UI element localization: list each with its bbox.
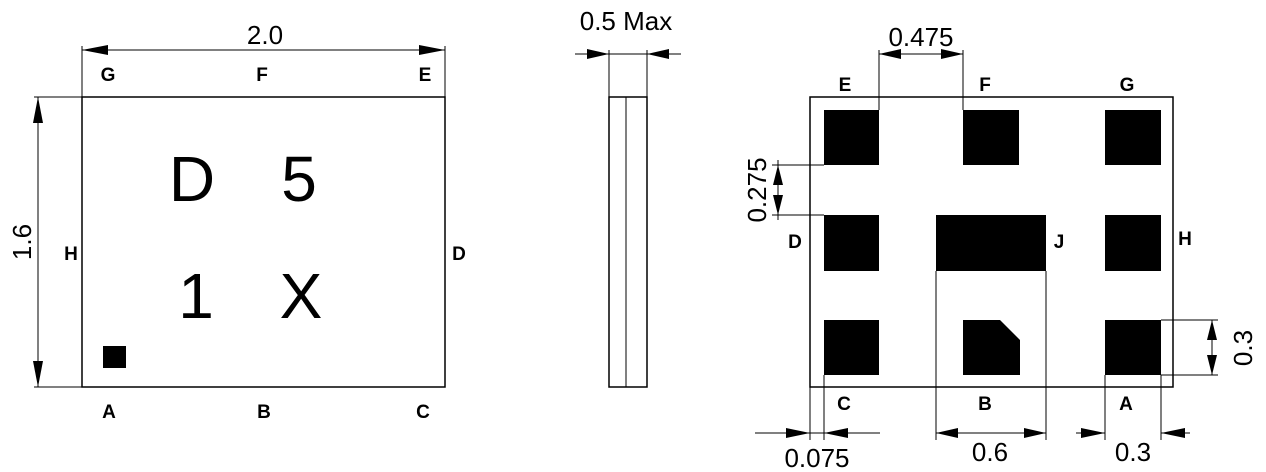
pad-e xyxy=(824,110,879,165)
width-dimension: 2.0 xyxy=(81,20,446,97)
fp-pin-label-g: G xyxy=(1120,75,1135,96)
top-view-outline xyxy=(81,96,446,388)
arrow-right-icon xyxy=(786,428,810,438)
fp-pin-label-j: J xyxy=(1054,232,1065,253)
edge-offset-dimension: 0.075 xyxy=(755,375,880,472)
width-dim-label: 2.0 xyxy=(247,20,283,50)
pad-g xyxy=(1105,110,1161,165)
side-view: 0.5 Max xyxy=(575,6,681,388)
marking-r1c2: 5 xyxy=(281,143,317,215)
fp-pin-label-d: D xyxy=(788,232,802,253)
marking-r2c2: X xyxy=(280,260,323,332)
arrow-up-icon xyxy=(1207,320,1217,340)
pad-a xyxy=(1105,320,1161,375)
pad-c xyxy=(824,320,879,375)
arrow-up-icon xyxy=(33,97,43,123)
center-pad-width-dim-label: 0.6 xyxy=(972,437,1008,467)
height-dimension: 1.6 xyxy=(7,96,82,388)
fp-pin-label-a: A xyxy=(1119,394,1133,415)
arrow-left-icon xyxy=(1161,428,1185,438)
arrow-left-icon xyxy=(936,428,958,438)
arrow-right-icon xyxy=(587,49,609,59)
gap-dimension: 0.275 xyxy=(742,157,824,223)
arrow-right-icon xyxy=(941,49,963,59)
center-pad-width-dimension: 0.6 xyxy=(936,428,1046,467)
top-view: 2.0 1.6 G F E H D A B C D 5 1 X xyxy=(7,20,466,423)
pad-d xyxy=(824,215,879,271)
pad-width-dimension: 0.3 xyxy=(1076,375,1190,467)
pin-label-e: E xyxy=(419,65,432,86)
arrow-left-icon xyxy=(879,49,901,59)
pin-label-f: F xyxy=(256,65,268,86)
arrow-down-icon xyxy=(1207,355,1217,375)
marking-r1c1: D xyxy=(169,143,215,215)
pin-label-d: D xyxy=(452,244,466,265)
fp-pin-label-c: C xyxy=(837,394,851,415)
pad-b xyxy=(963,320,1020,375)
pad-height-dimension: 0.3 xyxy=(1161,319,1258,376)
marking-r2c1: 1 xyxy=(178,260,214,332)
fp-pin-label-b: B xyxy=(978,394,992,415)
arrow-left-icon xyxy=(82,45,108,55)
side-view-body xyxy=(608,96,648,388)
arrow-down-icon xyxy=(33,361,43,387)
gap-dim-label: 0.275 xyxy=(742,157,772,222)
fp-pin-label-h: H xyxy=(1178,229,1192,250)
pad-width-dim-label: 0.3 xyxy=(1115,437,1151,467)
arrow-right-icon xyxy=(1024,428,1046,438)
footprint-view: 0.475 0.275 0.3 0.075 xyxy=(742,22,1258,472)
arrow-up-icon xyxy=(773,165,783,185)
pin-label-g: G xyxy=(101,65,116,86)
height-dim-label: 1.6 xyxy=(7,224,37,260)
pad-j xyxy=(936,215,1046,271)
pitch-dim-label: 0.475 xyxy=(888,22,953,52)
fp-pin-label-e: E xyxy=(839,75,852,96)
arrow-down-icon xyxy=(773,195,783,215)
pin-label-c: C xyxy=(416,402,430,423)
pitch-dimension: 0.475 xyxy=(878,22,964,110)
arrow-right-icon xyxy=(1081,428,1105,438)
arrow-left-icon xyxy=(647,49,669,59)
fp-pin-label-f: F xyxy=(979,75,991,96)
pad-f xyxy=(963,110,1019,165)
pad-height-dim-label: 0.3 xyxy=(1228,330,1258,366)
edge-offset-dim-label: 0.075 xyxy=(784,443,849,472)
pin-label-a: A xyxy=(102,402,116,423)
pin-label-b: B xyxy=(257,402,271,423)
pad-h xyxy=(1105,215,1161,271)
pin-label-h: H xyxy=(64,244,78,265)
arrow-left-icon xyxy=(824,428,848,438)
pin1-indicator-icon xyxy=(103,346,126,368)
footprint-outline xyxy=(809,96,1174,388)
thickness-dim-label: 0.5 Max xyxy=(580,6,673,36)
arrow-right-icon xyxy=(419,45,445,55)
